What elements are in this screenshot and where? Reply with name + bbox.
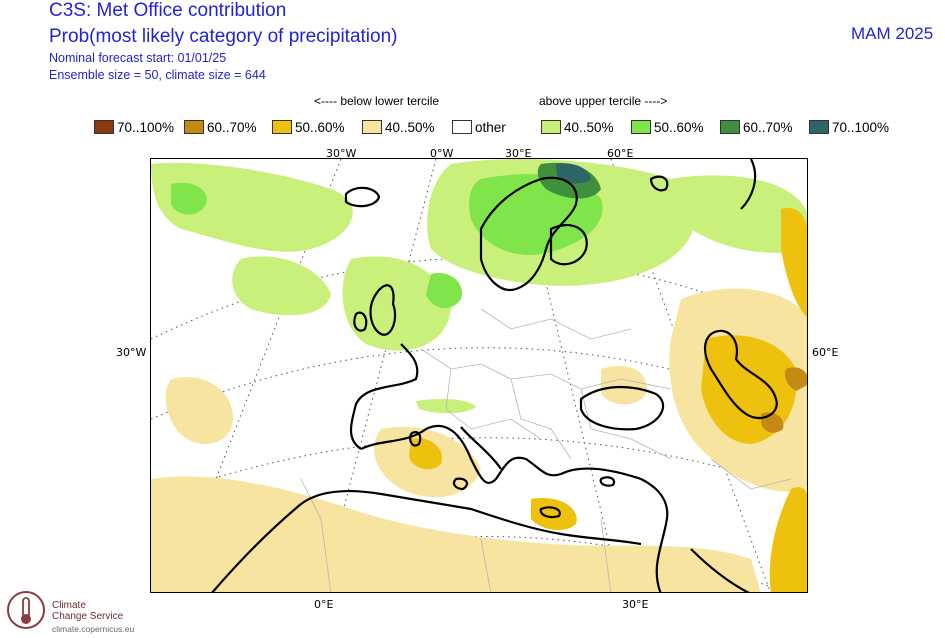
legend-swatch — [809, 120, 829, 134]
border-line-8 — [600, 518, 612, 592]
coast-black-sea — [579, 386, 665, 431]
legend-label: 50..60% — [295, 119, 345, 135]
area-scandinavia-peak — [556, 163, 591, 184]
legend-item-below-70-100: 70..100% — [94, 119, 174, 135]
ensemble-size-text: Ensemble size = 50, climate size = 644 — [49, 68, 266, 82]
lon-label-top-30e: 30°E — [505, 147, 532, 160]
coast-caspian — [703, 329, 778, 420]
legend-item-above-60-70: 60..70% — [720, 119, 793, 135]
area-far-east — [781, 208, 807, 318]
legend-label: 40..50% — [385, 119, 435, 135]
legend-item-below-40-50: 40..50% — [362, 119, 435, 135]
border-line-1 — [420, 348, 672, 390]
lon-label-top-60e: 60°E — [607, 147, 634, 160]
below-tercile-areas — [151, 208, 807, 592]
coast-iceland — [344, 186, 381, 208]
legend-above-header: above upper tercile ----> — [539, 94, 668, 108]
legend-label: other — [475, 119, 506, 135]
area-north-africa — [151, 476, 761, 592]
legend-swatch — [272, 120, 292, 134]
coast-red-sea — [690, 548, 750, 592]
legend-item-above-40-50: 40..50% — [541, 119, 614, 135]
legend-label: 70..100% — [832, 119, 890, 135]
coast-sicily — [452, 477, 469, 491]
coast-corsica — [409, 430, 422, 447]
legend-label: 40..50% — [564, 119, 614, 135]
legend-label: 50..60% — [654, 119, 704, 135]
logo-url: climate.copernicus.eu — [52, 624, 135, 634]
legend-label: 60..70% — [743, 119, 793, 135]
coastlines — [211, 159, 778, 592]
legend-item-below-50-60: 50..60% — [272, 119, 345, 135]
area-north-sea — [426, 273, 462, 309]
coast-adriatic — [460, 426, 502, 470]
legend-item-above-50-60: 50..60% — [631, 119, 704, 135]
coast-crete — [539, 506, 561, 519]
forecast-map — [150, 158, 808, 593]
lon-label-top-0w: 0°W — [430, 147, 454, 160]
logo-emblem-icon — [7, 591, 45, 629]
area-british-isles — [342, 256, 451, 351]
border-line-2 — [445, 368, 542, 440]
country-borders — [300, 308, 792, 592]
legend-swatch — [452, 120, 472, 134]
area-aegean — [531, 498, 577, 531]
lon-label-left-30w: 30°W — [116, 346, 147, 359]
legend-swatch — [631, 120, 651, 134]
legend-label: 70..100% — [117, 119, 175, 135]
c3s-logo: Climate Change Service climate.copernicu… — [4, 588, 154, 636]
coast-finland-lakes — [549, 224, 588, 266]
legend-swatch — [720, 120, 740, 134]
area-atlantic-north — [151, 162, 353, 252]
chart-title: C3S: Met Office contribution — [49, 0, 287, 21]
coast-scandinavia — [479, 176, 578, 292]
coast-france-iberia — [349, 343, 419, 450]
legend-swatch — [184, 120, 204, 134]
area-southeast — [769, 487, 807, 592]
lon-label-right-60e: 60°E — [812, 346, 839, 359]
logo-text-line2: Change Service — [52, 611, 124, 622]
logo-text-line1: Climate — [52, 600, 86, 611]
coast-great-britain — [369, 284, 397, 336]
area-east-core — [784, 367, 807, 391]
chart-subtitle: Prob(most likely category of precipitati… — [49, 26, 398, 47]
lon-label-bottom-30e: 30°E — [622, 598, 649, 611]
coast-north-africa — [211, 489, 642, 592]
border-line-3 — [510, 378, 572, 460]
above-tercile-areas — [151, 159, 807, 414]
coast-ireland — [353, 311, 368, 332]
graticule-lat-3 — [151, 437, 807, 500]
coast-novaya — [740, 159, 757, 210]
coast-med-north — [360, 424, 562, 484]
legend-label: 60..70% — [207, 119, 257, 135]
lon-label-top-30w: 30°W — [326, 147, 357, 160]
legend-swatch — [541, 120, 561, 134]
legend-below-header: <---- below lower tercile — [314, 94, 440, 108]
legend-swatch — [94, 120, 114, 134]
border-line-7 — [480, 538, 492, 592]
border-line-4 — [580, 388, 672, 460]
season-label: MAM 2025 — [851, 24, 934, 43]
border-line-5 — [480, 308, 632, 340]
legend-item-below-60-70: 60..70% — [184, 119, 257, 135]
coast-anatolia-levant — [560, 467, 669, 592]
area-atlantic-mid — [232, 256, 331, 316]
legend-swatch — [362, 120, 382, 134]
area-atlantic-south — [165, 377, 233, 444]
border-line-9 — [710, 458, 792, 490]
area-black-sea-north — [601, 365, 647, 405]
coast-svalbard — [649, 175, 669, 192]
area-atlantic-core — [171, 182, 207, 215]
area-russia-north — [669, 175, 807, 253]
legend-item-above-70-100: 70..100% — [809, 119, 889, 135]
lon-label-bottom-0e: 0°E — [314, 598, 334, 611]
forecast-start-text: Nominal forecast start: 01/01/25 — [49, 51, 227, 65]
coast-cyprus — [599, 476, 616, 487]
border-line-6 — [300, 478, 332, 592]
legend-item-other: other — [452, 119, 506, 135]
map-svg — [151, 159, 807, 592]
